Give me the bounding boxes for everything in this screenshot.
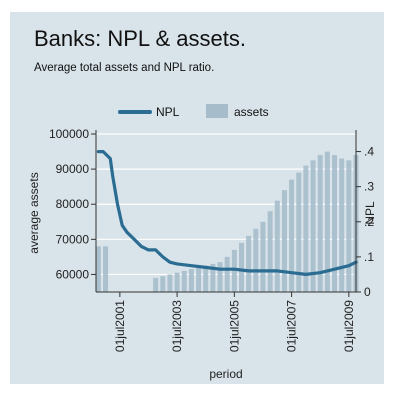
y-left-tick-label: 60000 — [56, 267, 90, 281]
assets-bar — [317, 155, 323, 292]
y-right-axis-title: NPL — [363, 201, 377, 225]
assets-bar — [339, 158, 345, 292]
assets-bar — [274, 200, 280, 292]
assets-bar — [246, 235, 252, 292]
assets-bar — [346, 160, 352, 292]
assets-bar — [310, 160, 316, 292]
assets-bar — [267, 211, 273, 292]
assets-bar — [203, 265, 209, 292]
assets-bar — [167, 274, 173, 292]
chart-card: Banks: NPL & assets. Average total asset… — [10, 12, 384, 384]
x-tick-label: 01jul2003 — [170, 300, 184, 352]
y-left-tick-label: 100000 — [49, 127, 89, 141]
assets-bar — [231, 249, 237, 292]
y-right-tick-label: .4 — [364, 145, 374, 159]
y-right-tick-label: 0 — [364, 285, 371, 299]
assets-bar — [188, 269, 194, 292]
y-right-tick-label: .3 — [364, 180, 374, 194]
assets-bar — [303, 165, 309, 292]
chart-subtitle: Average total assets and NPL ratio. — [34, 62, 215, 74]
x-tick-label: 01jul2009 — [342, 300, 356, 352]
assets-bar — [332, 155, 338, 292]
x-tick-label: 01jul2001 — [113, 300, 127, 352]
legend-assets-swatch — [206, 104, 228, 118]
assets-bar — [296, 172, 302, 292]
x-axis-title: period — [209, 367, 242, 381]
y-left-axis-title: average assets — [27, 172, 41, 253]
legend-assets-label: assets — [234, 105, 269, 119]
assets-bar — [217, 262, 223, 292]
chart-title: Banks: NPL & assets. — [34, 26, 246, 51]
assets-bar — [224, 256, 230, 292]
assets-bar — [95, 246, 101, 292]
assets-bar — [160, 276, 166, 292]
assets-bar — [174, 272, 180, 292]
y-right-tick-label: .1 — [364, 250, 374, 264]
chart-svg: 100000 90000 80000 70000 60000 .4 .3 .2 .1 0 01jul… — [27, 104, 377, 381]
assets-bar — [239, 242, 245, 292]
assets-bar — [260, 221, 266, 292]
assets-bar — [103, 246, 109, 292]
y-left-tick-label: 70000 — [56, 232, 90, 246]
assets-bar — [181, 270, 187, 292]
y-right-tick-label: .2 — [364, 215, 374, 229]
x-tick-label: 01jul2007 — [285, 300, 299, 352]
assets-bar — [153, 277, 159, 292]
assets-bar — [289, 179, 295, 292]
assets-bar — [253, 228, 259, 292]
assets-bar — [324, 151, 330, 292]
y-left-tick-label: 80000 — [56, 197, 90, 211]
x-tick-label: 01jul2005 — [227, 300, 241, 352]
npl-line — [96, 150, 358, 276]
assets-bar — [281, 190, 287, 292]
assets-bar — [210, 263, 216, 292]
assets-bar — [196, 267, 202, 292]
legend-npl-label: NPL — [156, 105, 180, 119]
y-left-tick-label: 90000 — [56, 162, 90, 176]
